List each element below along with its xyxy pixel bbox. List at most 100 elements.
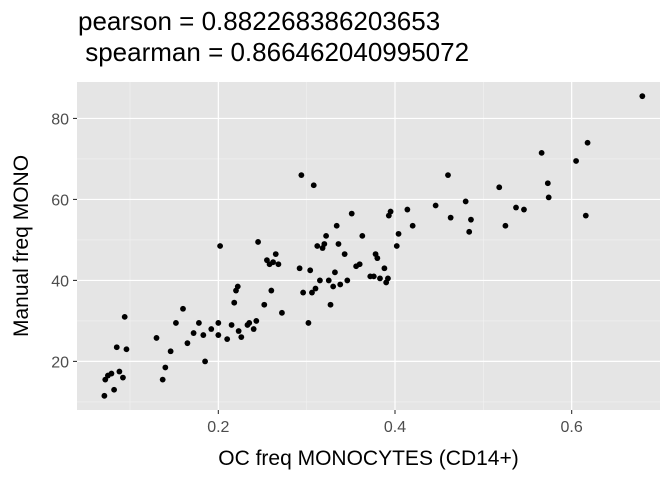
data-point — [496, 184, 503, 191]
data-point — [359, 232, 366, 239]
data-point — [468, 216, 474, 223]
data-point — [545, 194, 552, 201]
data-point — [113, 344, 120, 351]
y-tick-label: 20 — [51, 354, 69, 371]
data-point — [200, 332, 207, 338]
y-tick-label: 60 — [51, 192, 69, 209]
data-point — [123, 346, 130, 353]
data-point — [238, 334, 245, 341]
data-point — [162, 364, 169, 371]
data-point — [330, 283, 337, 290]
data-point — [228, 322, 235, 328]
data-point — [116, 368, 123, 375]
data-point — [184, 340, 191, 347]
data-point — [521, 206, 527, 213]
y-tick-label: 80 — [51, 111, 69, 128]
data-point — [317, 277, 323, 284]
data-point — [314, 243, 321, 249]
data-point — [250, 326, 257, 332]
data-point — [582, 212, 589, 219]
data-point — [190, 330, 197, 336]
data-point — [335, 241, 342, 247]
data-point — [432, 202, 439, 209]
data-point — [327, 301, 334, 308]
data-point — [370, 273, 377, 280]
data-point — [270, 259, 276, 266]
x-tick-label: 0.4 — [384, 419, 406, 436]
data-point — [356, 261, 363, 268]
data-point — [153, 335, 160, 341]
plot-panel — [77, 82, 660, 410]
data-point — [268, 287, 275, 294]
data-point — [159, 376, 166, 383]
data-point — [272, 251, 279, 257]
data-point — [462, 198, 469, 205]
data-point — [409, 222, 416, 229]
data-point — [323, 232, 329, 239]
data-point — [344, 277, 351, 284]
y-axis-ticks: 20 40 60 80 — [51, 111, 77, 371]
data-point — [215, 320, 222, 326]
data-point — [310, 182, 317, 189]
data-point — [298, 172, 305, 179]
data-point — [395, 230, 402, 237]
data-point — [333, 222, 340, 229]
data-point — [180, 305, 186, 312]
data-point — [466, 228, 473, 235]
data-point — [253, 318, 260, 324]
data-point — [513, 204, 519, 211]
data-point — [102, 376, 109, 383]
data-point — [108, 370, 115, 377]
data-point — [447, 214, 454, 221]
data-point — [173, 320, 179, 326]
data-point — [377, 275, 383, 282]
data-point — [639, 93, 646, 100]
data-point — [111, 386, 117, 393]
data-point — [296, 265, 303, 272]
data-point — [167, 348, 174, 355]
data-point — [337, 281, 344, 288]
minor-gridlines — [77, 82, 660, 410]
data-point — [312, 285, 319, 292]
data-point — [215, 332, 222, 338]
data-point — [217, 243, 224, 249]
data-points — [101, 93, 646, 399]
data-point — [275, 261, 282, 268]
data-point — [279, 309, 285, 316]
data-point — [341, 251, 348, 257]
data-point — [307, 267, 314, 274]
data-point — [231, 299, 238, 306]
data-point — [121, 313, 128, 320]
x-axis-title: OC freq MONOCYTES (CD14+) — [218, 447, 518, 470]
x-tick-label: 0.6 — [561, 419, 583, 436]
data-point — [387, 208, 394, 215]
data-point — [255, 239, 261, 245]
data-point — [261, 301, 268, 308]
data-point — [309, 289, 315, 296]
data-point — [332, 269, 338, 276]
data-point — [573, 158, 579, 164]
data-point — [348, 210, 355, 217]
data-point — [544, 180, 551, 187]
data-point — [584, 139, 591, 146]
data-point — [445, 172, 451, 179]
chart-title-line-1: pearson = 0.882268386203653 — [78, 6, 441, 36]
data-point — [374, 255, 381, 262]
data-point — [538, 149, 545, 156]
y-tick-label: 40 — [51, 273, 69, 290]
data-point — [325, 277, 332, 284]
x-axis-ticks: 0.2 0.4 0.6 — [207, 410, 583, 436]
data-point — [101, 392, 108, 399]
data-point — [208, 326, 215, 332]
chart-title-line-2: spearman = 0.866462040995072 — [78, 37, 470, 67]
data-point — [300, 289, 307, 296]
data-point — [120, 374, 126, 381]
data-point — [321, 241, 328, 247]
data-point — [393, 243, 400, 249]
data-point — [385, 275, 391, 282]
data-point — [196, 320, 202, 326]
x-tick-label: 0.2 — [207, 419, 229, 436]
data-point — [234, 283, 241, 290]
data-point — [381, 265, 388, 272]
